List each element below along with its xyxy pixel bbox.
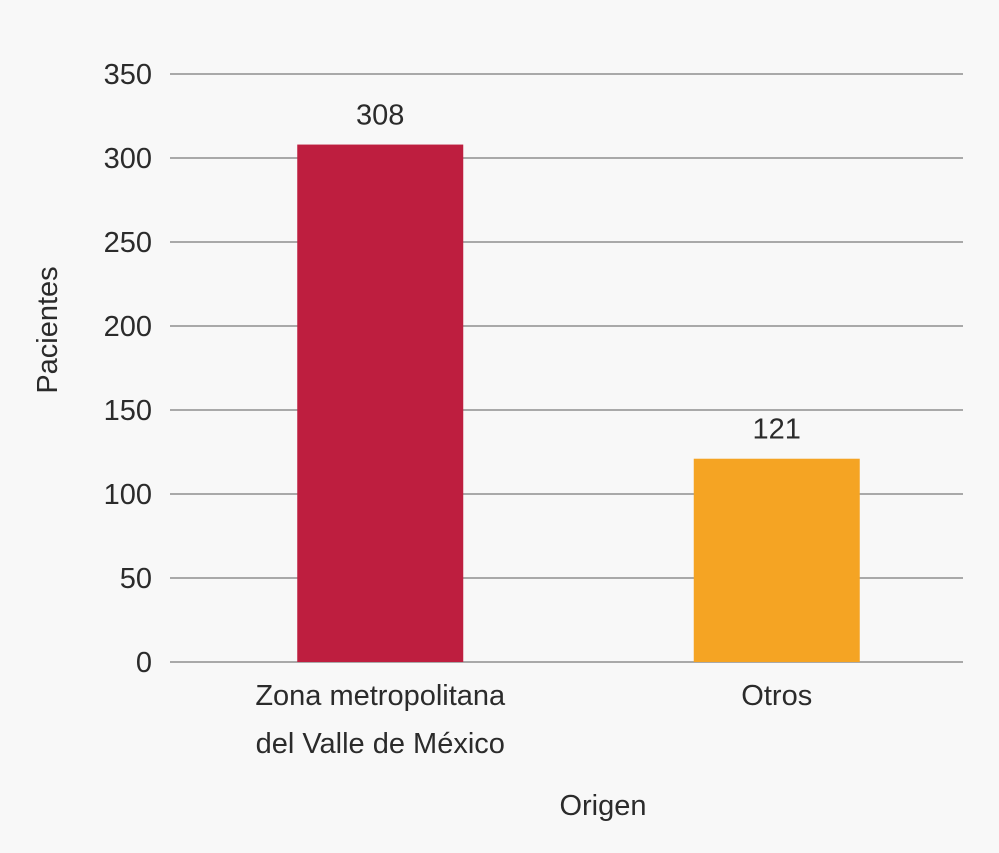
y-tick-label: 200: [104, 311, 152, 343]
bar: [297, 144, 464, 662]
y-axis-title: Pacientes: [32, 266, 64, 393]
x-category-label: Otros: [741, 680, 812, 712]
x-category-label: Zona metropolitana: [255, 680, 506, 712]
y-tick-label: 150: [104, 395, 152, 427]
bar-value-label: 308: [356, 100, 404, 132]
bar: [693, 458, 860, 662]
y-tick-label: 300: [104, 143, 152, 175]
y-tick-label: 50: [120, 563, 152, 595]
bar-value-label: 121: [753, 414, 801, 446]
x-category-label: del Valle de México: [256, 728, 505, 760]
y-tick-label: 0: [136, 647, 152, 679]
y-tick-label: 350: [104, 59, 152, 91]
y-axis-ticks: 0 50 100 150 200 250 300 350: [104, 59, 152, 679]
y-tick-label: 250: [104, 227, 152, 259]
x-axis-categories: Zona metropolitana del Valle de México Otr…: [255, 680, 812, 760]
bars: [297, 144, 860, 662]
y-tick-label: 100: [104, 479, 152, 511]
data-labels: 308 121: [356, 100, 801, 446]
x-axis-title: Origen: [559, 790, 646, 822]
